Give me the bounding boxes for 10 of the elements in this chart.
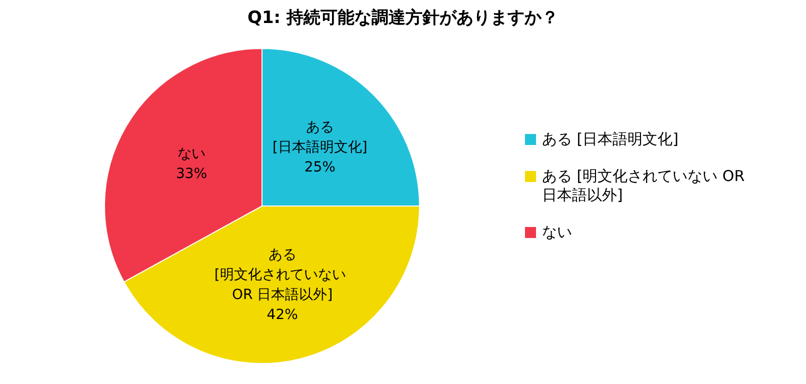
- legend-label: ある [明文化されていない OR 日本語以外]: [542, 167, 746, 205]
- data-label: 25%: [304, 160, 336, 176]
- legend-label: ない: [542, 223, 572, 242]
- data-label: 33%: [176, 166, 208, 182]
- slice-label: ある [日本語明文化]: [272, 120, 368, 156]
- slice-label: ない: [178, 146, 206, 162]
- legend-label: ある [日本語明文化]: [542, 130, 678, 149]
- data-label: 42%: [266, 306, 298, 323]
- slice-label: ある [明文化されていない OR 日本語以外]: [214, 246, 350, 303]
- chart-title: Q1: 持続可能な調達方針がありますか？: [246, 7, 560, 29]
